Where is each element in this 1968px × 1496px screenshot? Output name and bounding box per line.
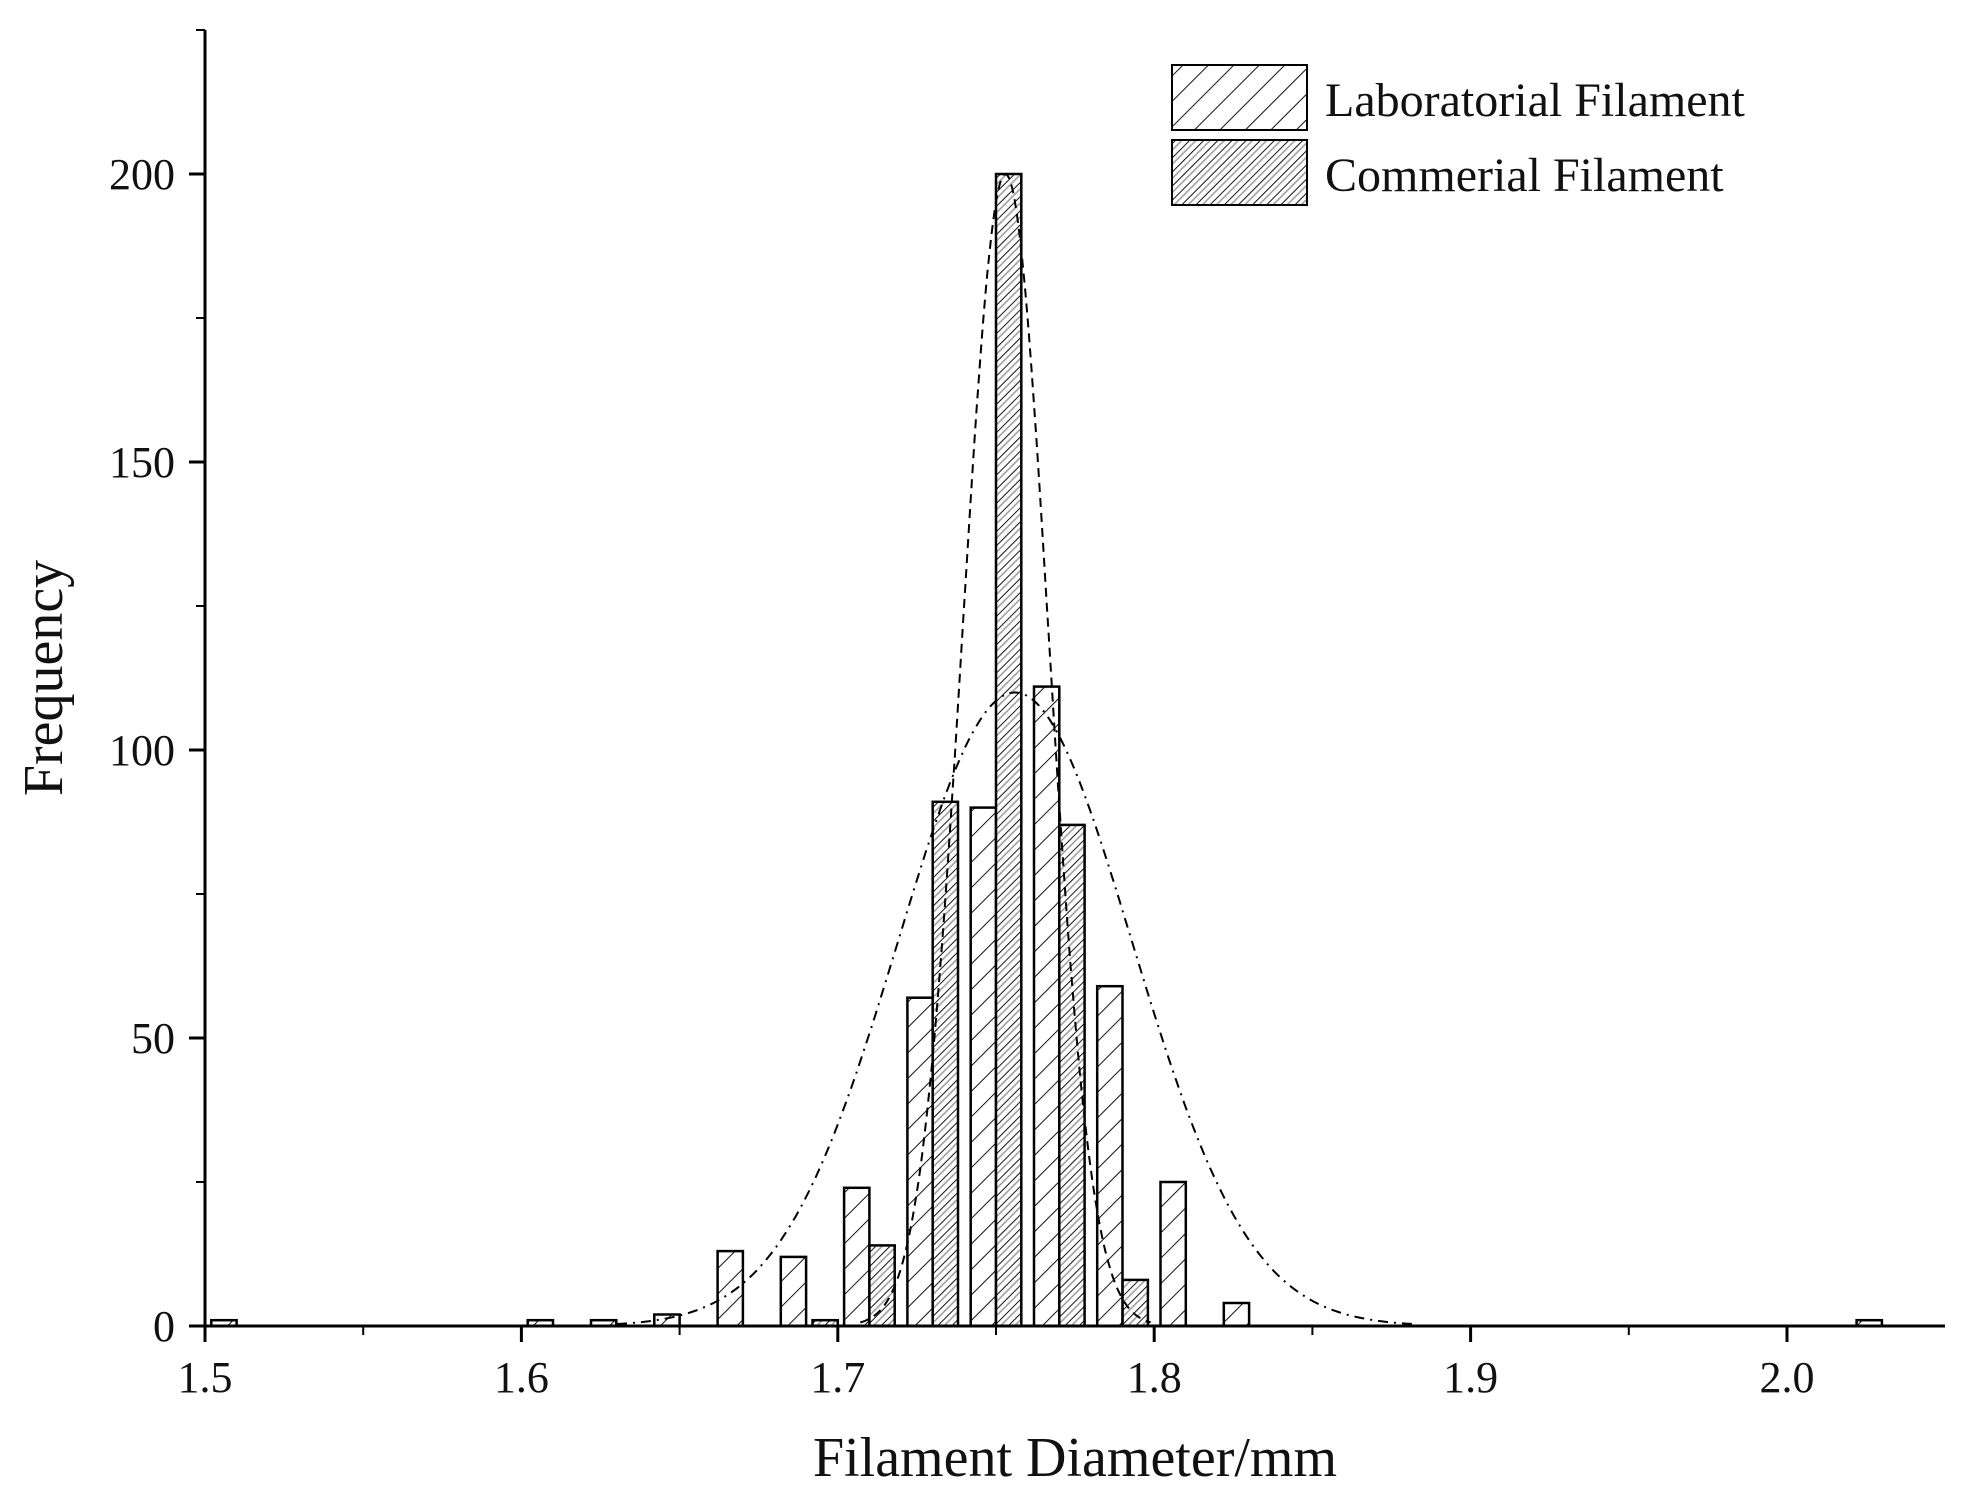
ticks-layer: 1.5 1.6 1.7 1.8 1.9 2.0 0 50 100 150 200: [109, 29, 1815, 1402]
x-tick-label: 1.6: [494, 1353, 549, 1402]
x-axis-title: Filament Diameter/mm: [813, 1427, 1337, 1489]
bar-laboratorial-11: [1159, 1180, 1188, 1328]
x-tick-label: 2.0: [1760, 1353, 1815, 1402]
y-axis-title: Frequency: [13, 560, 75, 796]
bar-laboratorial-10: [1095, 984, 1124, 1328]
bar-laboratorial-12: [1222, 1301, 1251, 1328]
legend: Laboratorial Filament Commerial Filament: [1171, 64, 1746, 206]
y-tick-label: 50: [131, 1014, 175, 1063]
x-tick-label: 1.9: [1443, 1353, 1498, 1402]
bar-commercial-3: [994, 172, 1023, 1328]
bar-laboratorial-4: [716, 1249, 745, 1328]
bar-laboratorial-7: [906, 996, 934, 1328]
bars-layer: [210, 172, 1884, 1328]
bar-laboratorial-9: [1032, 685, 1061, 1328]
legend-swatch-commercial: [1171, 139, 1308, 206]
legend-swatch-laboratorial: [1171, 64, 1308, 131]
bar-laboratorial-8: [969, 806, 998, 1328]
y-tick-label: 150: [109, 438, 175, 487]
bar-laboratorial-5: [779, 1255, 808, 1328]
x-tick-label: 1.8: [1127, 1353, 1182, 1402]
y-tick-label: 200: [109, 150, 175, 199]
y-tick-label: 100: [109, 726, 175, 775]
fit-curve-commercial: [860, 172, 1151, 1324]
legend-label-commercial: Commerial Filament: [1325, 149, 1724, 202]
x-tick-label: 1.7: [810, 1353, 865, 1402]
bar-commercial-2: [931, 800, 960, 1328]
fit-curves-layer: [616, 172, 1414, 1325]
plot-frame: [203, 30, 1945, 1328]
legend-label-laboratorial: Laboratorial Filament: [1325, 74, 1746, 127]
fit-curve-laboratorial: [616, 691, 1414, 1325]
bar-commercial-5: [1121, 1278, 1150, 1328]
y-tick-label: 0: [153, 1302, 175, 1351]
x-tick-label: 1.5: [178, 1353, 233, 1402]
bar-commercial-1: [868, 1244, 896, 1328]
bar-laboratorial-6: [842, 1186, 871, 1328]
